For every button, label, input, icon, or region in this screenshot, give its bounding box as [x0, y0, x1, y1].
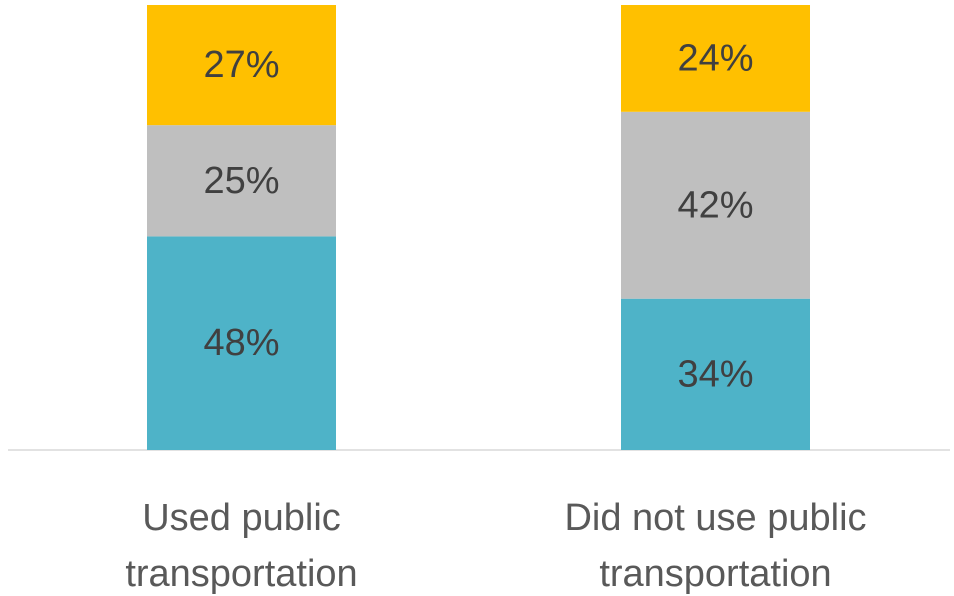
bar-segment	[621, 5, 810, 112]
data-label: 34%	[677, 353, 753, 395]
data-label: 48%	[203, 322, 279, 364]
data-label: 24%	[677, 37, 753, 79]
x-tick-label: Used public transportation	[125, 497, 358, 595]
bar-segment	[621, 111, 810, 299]
data-label: 25%	[203, 160, 279, 202]
data-label: 27%	[203, 44, 279, 86]
data-label: 42%	[677, 184, 753, 226]
bar-segment	[147, 236, 336, 450]
bar-segment	[147, 125, 336, 237]
x-tick-label: Did not use public transportation	[564, 497, 867, 595]
bar-segment	[147, 5, 336, 126]
bar-segment	[621, 298, 810, 450]
